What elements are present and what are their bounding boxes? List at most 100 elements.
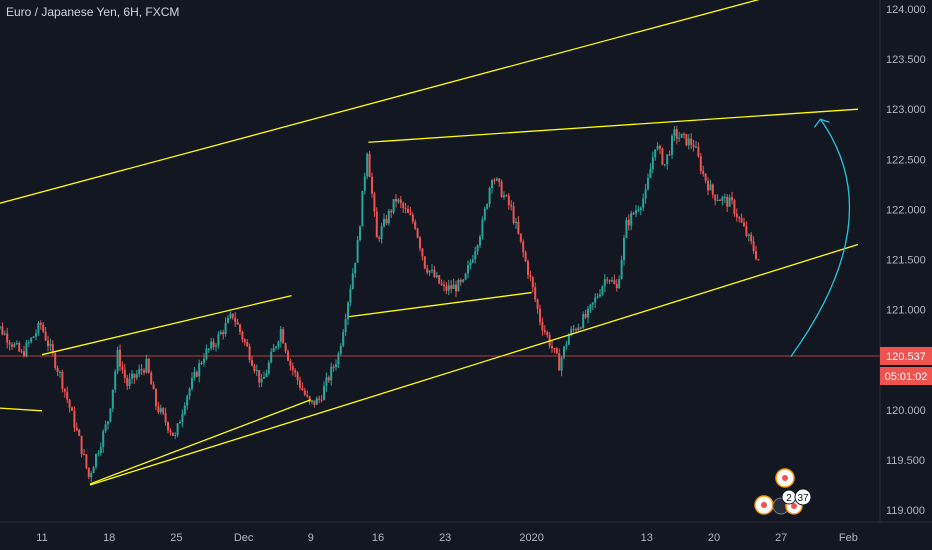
candle-body	[135, 374, 138, 378]
candle-body	[13, 343, 16, 347]
candle-body	[491, 180, 493, 189]
trendline[interactable]	[89, 243, 859, 486]
candle-body	[128, 378, 131, 386]
candle-body	[246, 341, 249, 347]
trendlines-layer[interactable]	[0, 0, 859, 486]
candle-body	[335, 364, 337, 367]
candle-body	[119, 349, 121, 367]
candle-body	[25, 342, 28, 356]
event-markers[interactable]: 2 37	[754, 468, 812, 515]
candle-body	[231, 313, 234, 318]
candle-body	[505, 195, 508, 197]
candle-body	[267, 362, 270, 374]
candle-body	[407, 208, 409, 213]
time-tick-label: 25	[170, 532, 182, 544]
event-badge-37[interactable]: 37	[794, 488, 812, 506]
candle-body	[409, 212, 412, 215]
projection-arrow[interactable]	[790, 118, 851, 358]
time-axis[interactable]: 11 18 25 Dec 9 16 23 2020 13 20 27 Feb	[36, 532, 858, 544]
candle-body	[147, 358, 150, 373]
candle-body	[140, 369, 143, 371]
candle-body	[433, 269, 436, 278]
candle-body	[90, 473, 93, 478]
candle-body	[373, 193, 376, 212]
candle-body	[354, 262, 357, 274]
trendline[interactable]	[89, 399, 312, 485]
candle-body	[719, 199, 721, 201]
candle-body	[20, 351, 23, 353]
trendline[interactable]	[368, 108, 859, 143]
candle-body	[483, 208, 486, 220]
event-marker-left[interactable]	[754, 495, 774, 515]
candle-body	[603, 279, 606, 287]
candle-body	[517, 221, 520, 234]
candle-body	[301, 387, 304, 391]
candle-body	[608, 280, 611, 282]
candle-body	[219, 332, 222, 335]
trendline[interactable]	[41, 294, 292, 356]
candle-body	[599, 294, 601, 297]
candle-body	[457, 279, 460, 292]
candle-body	[539, 308, 541, 323]
candle-body	[380, 226, 383, 239]
candle-body	[95, 454, 97, 468]
candle-body	[85, 454, 88, 468]
candle-body	[193, 371, 196, 379]
candle-body	[258, 370, 261, 383]
trendline[interactable]	[0, 403, 43, 412]
candle-body	[709, 184, 712, 191]
candle-body	[402, 203, 405, 209]
candle-body	[618, 278, 621, 289]
candle-body	[203, 358, 205, 364]
candle-body	[303, 390, 306, 395]
candle-body	[601, 286, 604, 295]
candle-body	[699, 156, 702, 172]
candle-body	[306, 394, 309, 397]
candle-body	[697, 146, 700, 157]
event-badge-2[interactable]: 2	[781, 489, 797, 505]
candle-body	[390, 210, 393, 213]
candle-body	[757, 258, 760, 260]
candle-body	[23, 351, 25, 356]
event-marker-top[interactable]	[775, 468, 795, 488]
candle-body	[661, 148, 664, 165]
event-badge-37-label: 37	[797, 493, 809, 504]
candle-body	[637, 209, 640, 211]
candle-body	[536, 299, 539, 309]
candle-body	[239, 324, 241, 332]
projection-arrow-head	[813, 118, 830, 128]
candle-body	[155, 389, 157, 407]
candle-body	[560, 357, 563, 371]
candle-body	[188, 388, 191, 397]
candle-body	[656, 146, 659, 150]
price-tick-label: 123.000	[886, 104, 926, 116]
price-tick-label: 120.000	[886, 405, 926, 417]
candle-body	[210, 341, 213, 349]
candle-body	[445, 286, 448, 291]
time-tick-label: Dec	[234, 532, 254, 544]
price-axis[interactable]: 124.000 123.500 123.000 122.500 122.000 121.5…	[886, 4, 926, 517]
candle-body	[344, 319, 347, 333]
candle-body	[589, 304, 592, 309]
trendline[interactable]	[349, 291, 532, 318]
time-tick-label: 2020	[519, 532, 543, 544]
trendline[interactable]	[0, 0, 858, 225]
candle-body	[474, 251, 477, 260]
candle-body	[387, 210, 390, 224]
candle-body	[159, 408, 162, 413]
candle-body	[714, 194, 717, 201]
candle-body	[243, 339, 246, 342]
candle-body	[179, 422, 181, 424]
candle-body	[282, 329, 285, 344]
candle-body	[327, 377, 330, 381]
candle-body	[366, 153, 369, 177]
candle-body	[198, 363, 201, 377]
candle-body	[443, 284, 445, 287]
candle-body	[171, 432, 174, 436]
candle-body	[469, 262, 472, 266]
candle-body	[531, 277, 534, 288]
price-tick-label: 122.500	[886, 154, 926, 166]
candle-body	[555, 348, 558, 354]
candle-body	[659, 146, 661, 149]
